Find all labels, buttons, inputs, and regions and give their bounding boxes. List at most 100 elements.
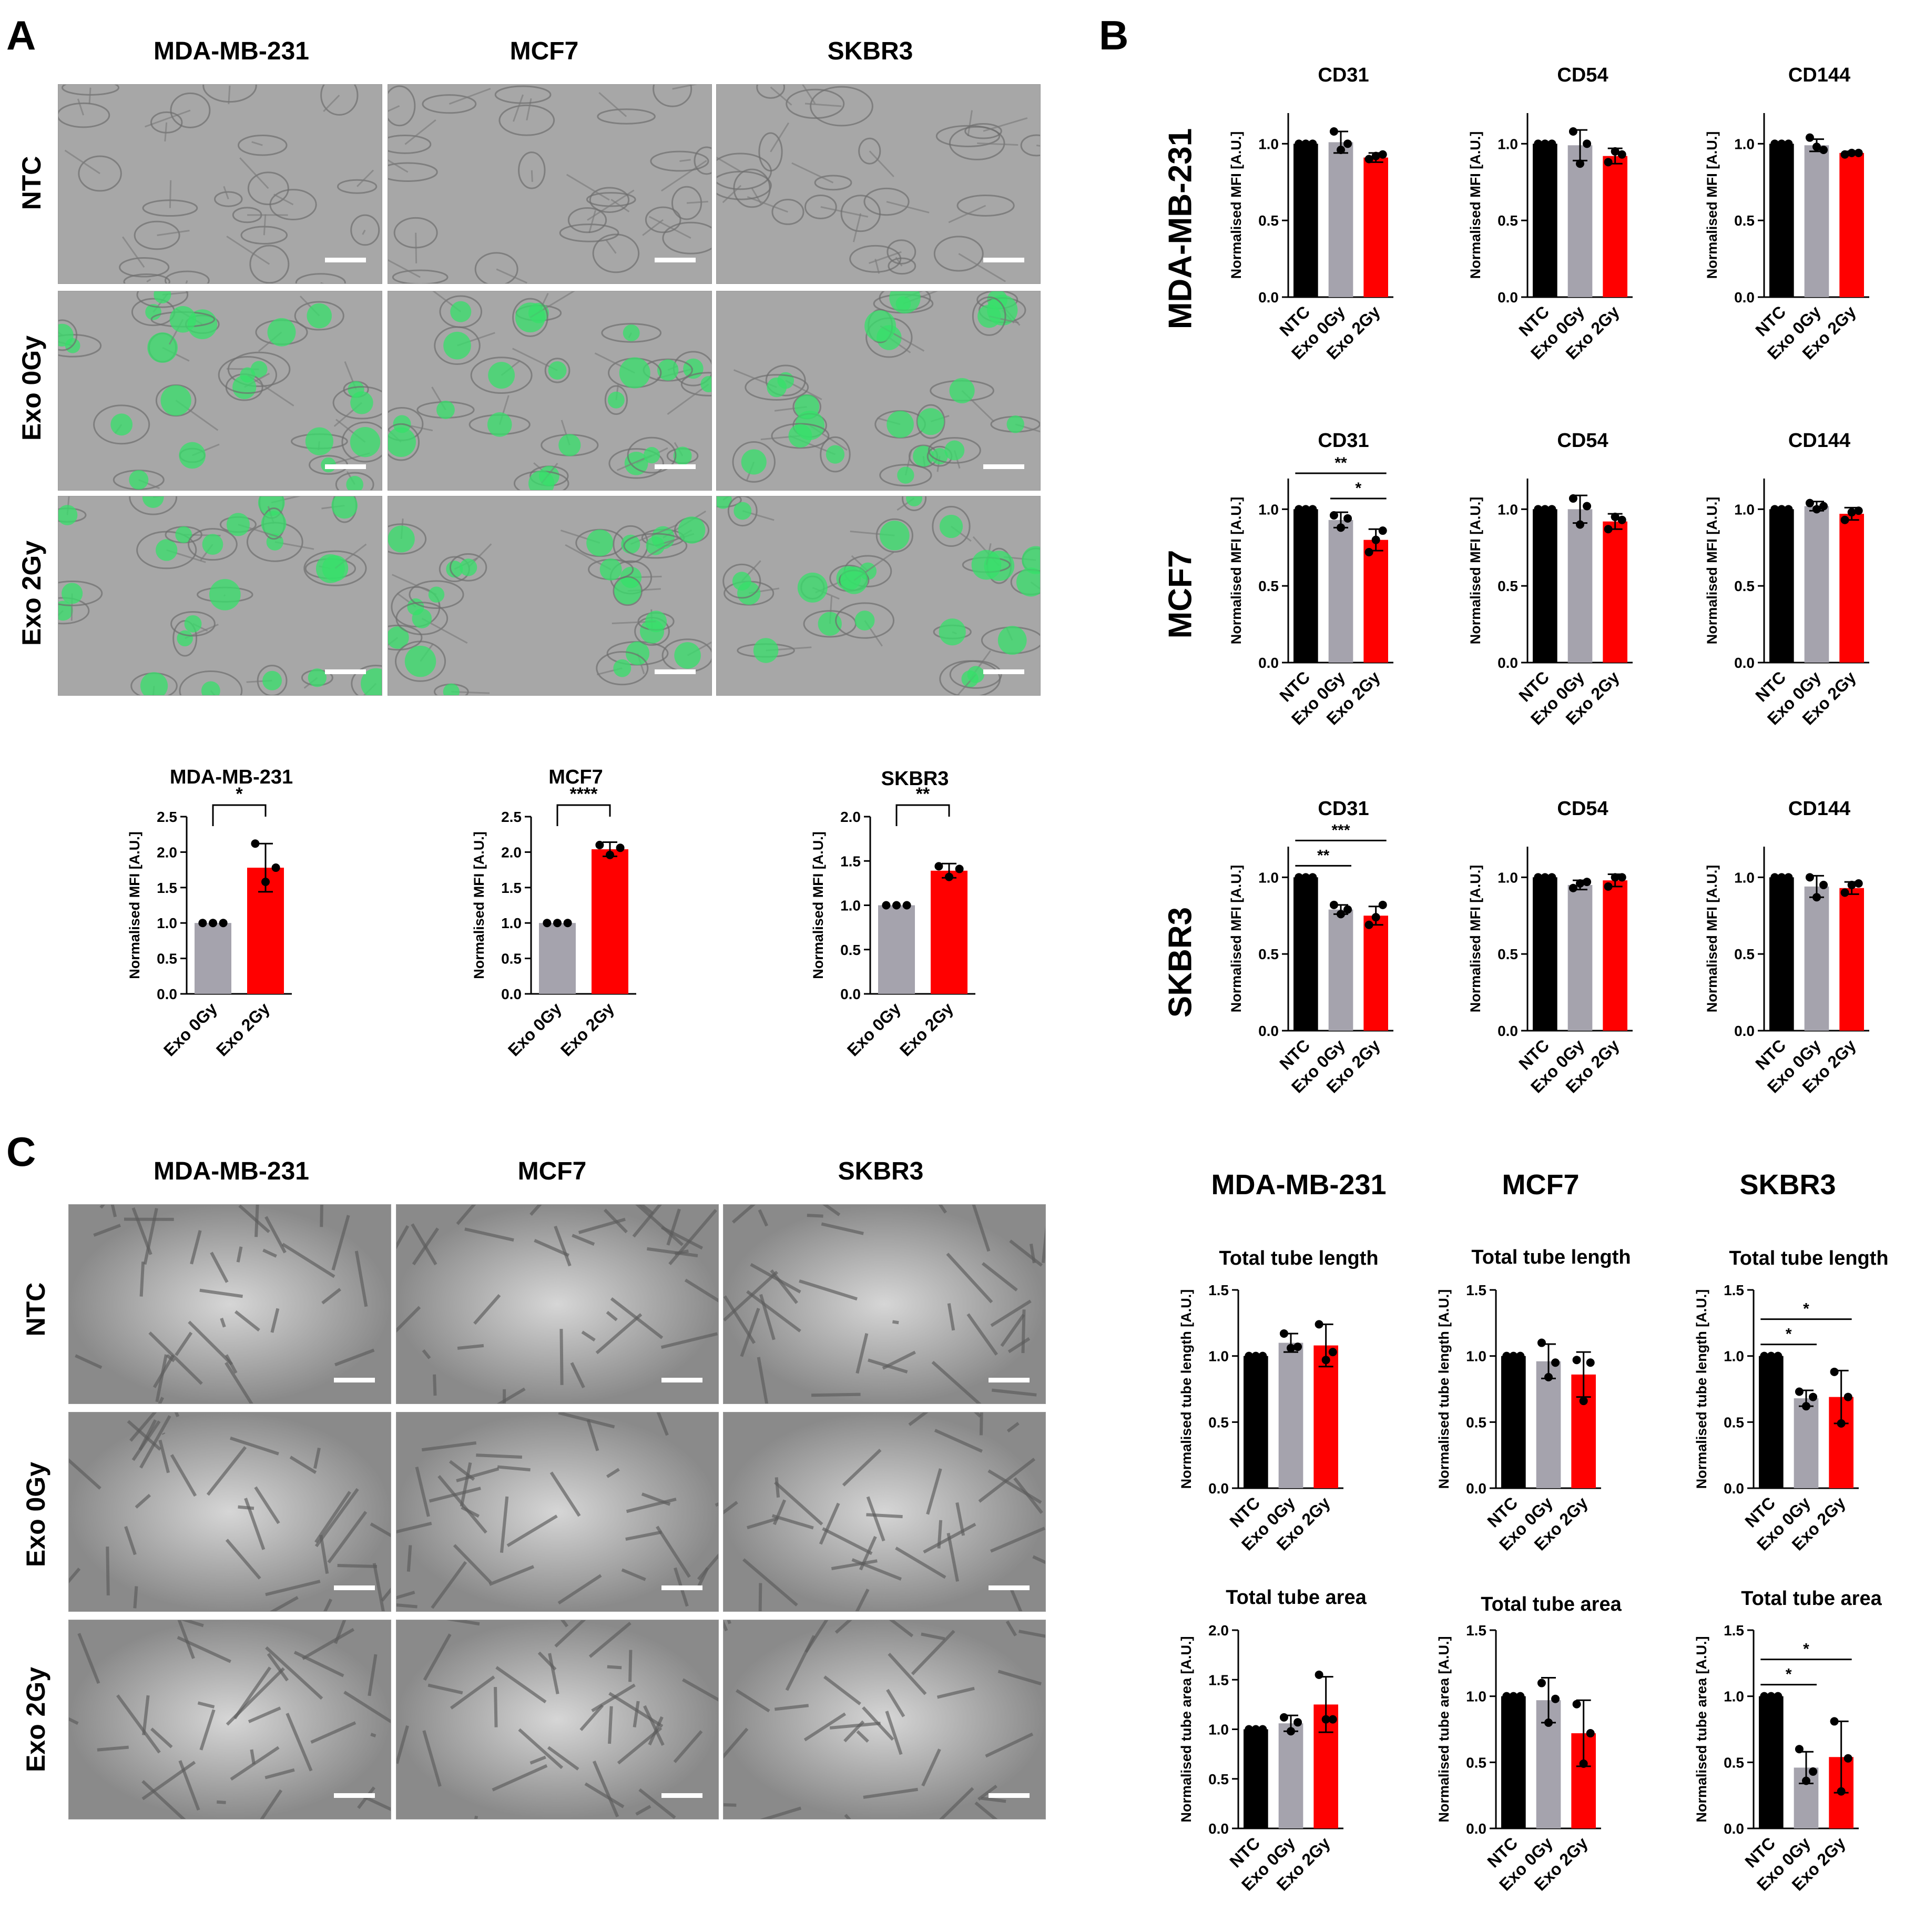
data-point [1551, 1694, 1560, 1703]
y-tick-label: 0.0 [501, 986, 522, 1002]
y-tick-label: 0.0 [1208, 1480, 1229, 1497]
data-point [1329, 900, 1338, 909]
significance-label: * [1786, 1666, 1792, 1683]
data-point [1586, 1358, 1595, 1367]
y-tick-label: 0.0 [1734, 289, 1755, 306]
bar-chart-c23: Total tube area 0.0 0.5 1.0 1.5 Normalised tu… [1694, 1588, 1882, 1895]
y-tick-label: 1.0 [1724, 1348, 1744, 1365]
bar [1839, 514, 1864, 663]
y-tick-label: 1.5 [1208, 1672, 1229, 1688]
tube-formation-micrograph [68, 1412, 391, 1612]
y-axis-label: Normalised MFI [A.U.] [1704, 865, 1720, 1013]
x-tick-label: Exo 2Gy [896, 999, 957, 1060]
fluorescence-micrograph [388, 84, 712, 284]
data-point [882, 901, 891, 910]
y-tick-label: 0.5 [840, 942, 861, 958]
scale-bar [325, 669, 366, 674]
data-point [1760, 1351, 1769, 1360]
data-point [1847, 148, 1856, 157]
y-axis-label: Normalised MFI [A.U.] [1468, 497, 1483, 645]
data-point [261, 878, 270, 887]
chart-title: Total tube length [1729, 1247, 1888, 1269]
data-point [1547, 873, 1556, 882]
data-point [1343, 905, 1352, 914]
significance-label: * [1786, 1326, 1792, 1343]
bar [1328, 142, 1353, 297]
data-point [1301, 873, 1310, 882]
y-tick-label: 1.0 [157, 915, 177, 931]
significance-label: ** [1317, 847, 1330, 864]
scale-bar [334, 1793, 375, 1798]
bar-chart-c12: Total tube length 0.0 0.5 1.0 1.5 Normalised … [1436, 1246, 1631, 1554]
y-axis-label: Normalised MFI [A.U.] [1228, 865, 1244, 1013]
y-tick-label: 0.5 [1498, 578, 1518, 594]
chart-title: MCF7 [548, 766, 603, 788]
data-point [1805, 499, 1814, 507]
y-tick-label: 1.0 [1724, 1689, 1744, 1705]
y-tick-label: 1.5 [157, 880, 177, 896]
bar [1769, 877, 1794, 1031]
data-point [902, 901, 911, 910]
bar [1293, 509, 1318, 663]
data-point [1611, 873, 1619, 882]
data-point [1805, 873, 1814, 882]
data-point [1337, 910, 1345, 919]
data-point [1534, 505, 1543, 514]
data-point [1321, 1356, 1330, 1365]
data-point [1809, 1767, 1818, 1776]
data-point [1837, 1787, 1846, 1796]
data-point [1805, 133, 1814, 142]
significance-label: *** [1331, 821, 1350, 839]
data-point [1329, 127, 1338, 136]
chart-title: Total tube area [1481, 1593, 1622, 1615]
data-point [1854, 879, 1863, 888]
panel-c-col-title: MCF7 [517, 1157, 587, 1185]
bar-chart-c21: Total tube area 0.0 0.5 1.0 1.5 2.0 Normalised… [1178, 1587, 1367, 1895]
data-point [198, 919, 207, 928]
data-point [1572, 1700, 1581, 1709]
y-tick-label: 0.5 [1724, 1754, 1744, 1771]
data-point [1378, 900, 1387, 909]
bar [1759, 1696, 1784, 1828]
y-tick-label: 0.0 [1258, 1023, 1279, 1039]
y-tick-label: 1.0 [1734, 501, 1755, 517]
x-tick-label: Exo 0Gy [843, 999, 904, 1060]
data-point [1308, 139, 1317, 148]
chart-title: Total tube area [1741, 1588, 1882, 1610]
scale-bar [334, 1585, 375, 1590]
y-tick-label: 2.0 [1208, 1622, 1229, 1639]
data-point [1544, 1718, 1553, 1727]
y-tick-label: 2.5 [157, 809, 177, 825]
y-tick-label: 1.0 [1208, 1722, 1229, 1738]
bar [1363, 157, 1388, 297]
data-point [1547, 505, 1556, 514]
bar [1536, 1361, 1561, 1488]
data-point [1364, 155, 1373, 164]
y-axis-label: Normalised tube length [A.U.] [1436, 1289, 1452, 1489]
bar [1278, 1723, 1303, 1828]
data-point [1583, 878, 1592, 887]
scale-bar [655, 669, 696, 674]
y-tick-label: 0.5 [1734, 946, 1755, 962]
bar-chart-c11: Total tube length 0.0 0.5 1.0 1.5 Normalised … [1178, 1247, 1379, 1554]
y-tick-label: 0.0 [1258, 655, 1279, 671]
scale-bar [983, 464, 1024, 469]
data-point [1777, 873, 1786, 882]
scale-bar [661, 1378, 702, 1382]
data-point [1802, 1402, 1810, 1411]
data-point [1287, 1344, 1295, 1353]
data-point [1840, 150, 1849, 159]
significance-bracket [895, 804, 950, 826]
bar [878, 905, 915, 994]
data-point [1534, 873, 1543, 882]
bar-chart-c22: Total tube area 0.0 0.5 1.0 1.5 Normalised tu… [1436, 1593, 1622, 1895]
y-tick-label: 0.0 [1734, 1023, 1755, 1039]
data-point [1343, 139, 1352, 148]
data-point [1308, 873, 1317, 882]
data-point [1812, 505, 1821, 514]
data-point [1767, 1351, 1776, 1360]
data-point [1777, 505, 1786, 514]
bar [195, 923, 231, 994]
data-point [1583, 502, 1592, 511]
